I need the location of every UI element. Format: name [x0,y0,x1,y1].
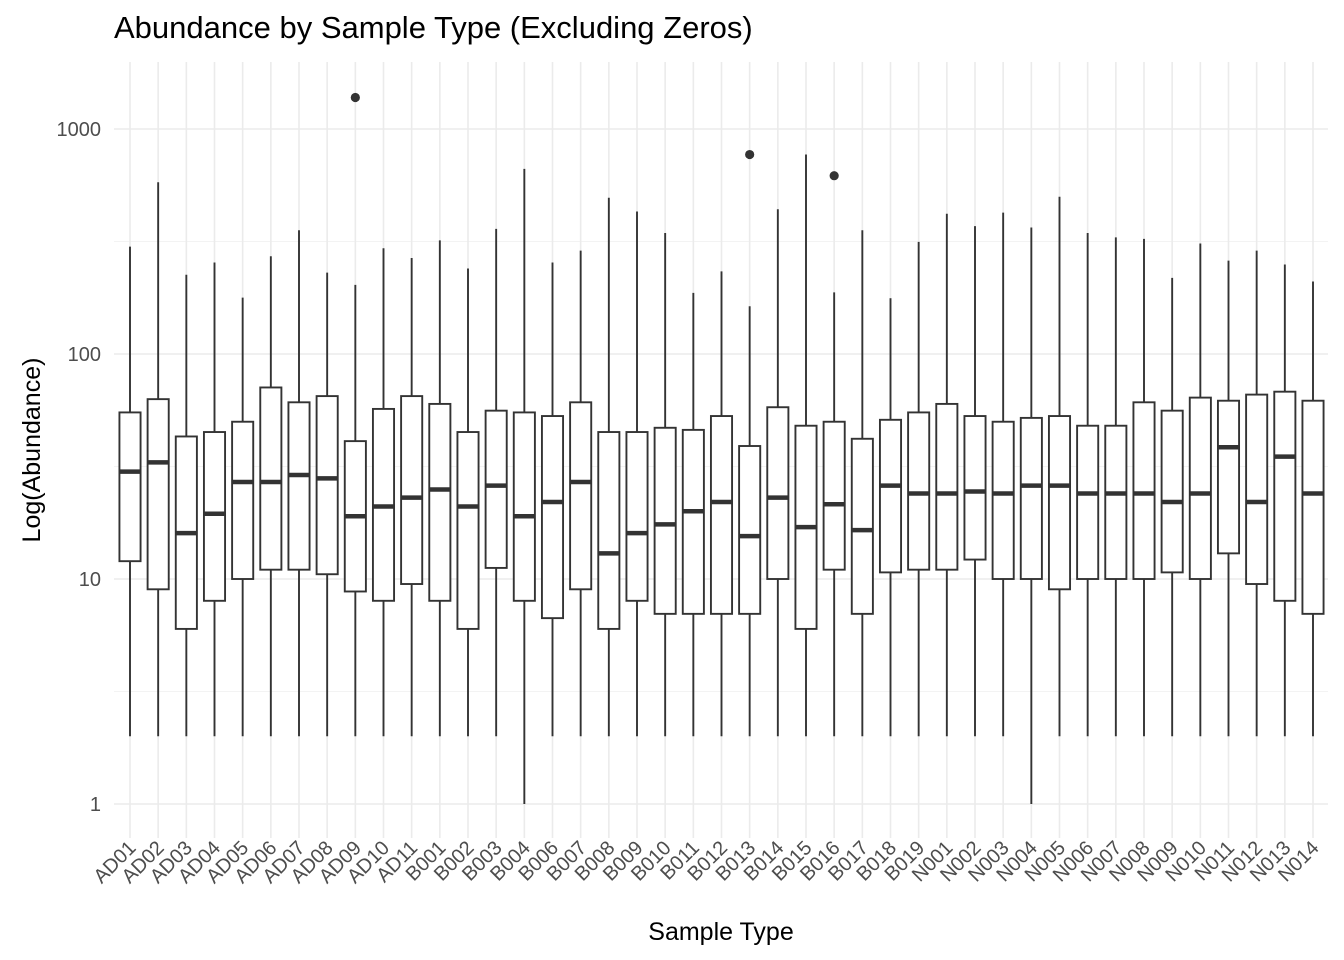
boxplot-AD10 [371,248,396,737]
boxplot-B002 [456,268,480,737]
y-tick-label: 1 [90,794,101,816]
boxplot-AD09 [343,92,367,737]
box [738,445,762,615]
box [1301,399,1325,615]
box [597,431,621,630]
box [569,401,593,591]
boxplot-B012 [709,271,734,737]
outlier-point [745,149,755,160]
boxplot-B018 [878,298,903,737]
box [1104,424,1128,580]
boxplot-B004 [512,168,536,804]
box [850,437,874,615]
boxplot-B009 [625,211,649,737]
box [231,420,255,580]
box [991,420,1015,580]
boxplot-AD04 [202,262,227,737]
boxplot-N004 [1019,227,1043,804]
y-tick-label: 1000 [57,119,102,141]
box [400,395,424,585]
boxplot-AD05 [231,297,255,737]
boxplot-N011 [1216,260,1241,737]
boxplot-B014 [766,209,790,737]
boxplot-AD06 [259,256,283,737]
box [118,411,142,563]
y-axis-ticks: 1 10 100 1000 [57,119,102,816]
box [146,398,170,591]
boxplot-B019 [907,241,931,737]
boxplot-N006 [1076,232,1100,737]
boxplot-B011 [681,292,705,737]
box [1216,399,1241,555]
box [822,420,846,571]
boxplot-AD01 [118,246,142,737]
box [1076,424,1100,580]
boxplot-N007 [1104,237,1128,737]
box [1160,409,1184,574]
box [259,386,283,571]
boxplot-AD02 [146,182,170,737]
box [766,406,790,580]
boxplot-B008 [597,197,621,737]
boxplot-N012 [1245,250,1269,737]
boxplot-B007 [569,250,593,737]
boxplot-B001 [428,240,452,737]
box [1273,390,1297,602]
box [287,401,311,571]
boxplot-N005 [1047,196,1072,737]
box [540,415,565,620]
boxplot-B016 [822,171,846,737]
boxplot-AD11 [400,258,424,737]
outlier-point [829,171,839,181]
box [315,395,339,576]
boxplot-AD08 [315,272,339,737]
box [963,415,987,561]
y-tick-label: 10 [79,569,101,591]
y-axis-title: Log(Abundance) [18,358,46,543]
box [456,431,480,630]
chart-title: Abundance by Sample Type (Excluding Zero… [114,10,753,45]
boxplot-N014 [1301,281,1325,737]
outlier-point [350,92,360,103]
boxplot-B013 [738,149,762,737]
plot-panel [118,92,1325,804]
box [935,402,959,571]
boxplot-B006 [540,262,565,737]
box [653,426,677,615]
box [1132,401,1156,580]
boxplot-B003 [484,228,508,737]
boxplot-N008 [1132,238,1156,737]
box [1047,415,1072,591]
boxplot-B010 [653,232,677,737]
box [1188,396,1212,580]
boxplot-B015 [794,154,818,737]
box [1245,393,1269,585]
box [202,431,227,602]
boxplot-AD03 [174,274,198,737]
box [907,411,931,571]
box [484,409,508,569]
box [512,411,536,602]
boxplot-N013 [1273,264,1297,737]
boxplot-N010 [1188,243,1212,737]
boxplot-AD07 [287,230,311,737]
boxplot-N003 [991,212,1015,737]
boxplot-N002 [963,226,987,737]
box [625,431,649,602]
box [428,402,452,602]
box [878,418,903,574]
boxplot-B017 [850,230,874,737]
x-axis-ticks: AD01AD02AD03AD04AD05AD06AD07AD08AD09AD10… [90,837,1324,888]
box [709,415,734,615]
boxplot-N009 [1160,277,1184,737]
y-tick-label: 100 [68,344,101,366]
box [681,428,705,615]
x-axis-title: Sample Type [648,918,793,946]
boxplot-N001 [935,213,959,737]
box [1019,416,1043,580]
